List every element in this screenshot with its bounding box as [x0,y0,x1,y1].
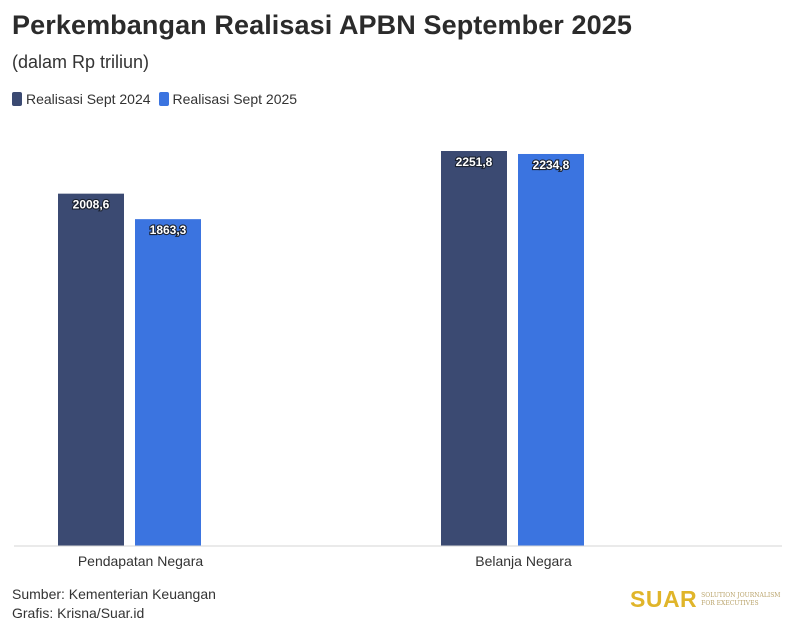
credit-note: Grafis: Krisna/Suar.id [12,605,145,621]
legend-item-2025: Realisasi Sept 2025 [158,91,298,107]
legend-label-2024: Realisasi Sept 2024 [26,91,151,107]
suar-logo: SUAR Solution Journalism for Executives [630,586,781,613]
bar [518,153,584,546]
data-label: 2234,8 [533,158,570,172]
x-tick-label: Belanja Negara [475,553,572,569]
chart-title: Perkembangan Realisasi APBN September 20… [12,10,632,40]
source-note: Sumber: Kementerian Keuangan [12,586,216,602]
legend: Realisasi Sept 2024 Realisasi Sept 2025 [12,91,297,107]
data-label: 2008,6 [73,198,110,212]
legend-swatch-2024 [12,92,22,106]
footer: Sumber: Kementerian Keuangan Grafis: Kri… [12,585,216,623]
legend-item-2024: Realisasi Sept 2024 [12,91,151,107]
legend-label-2025: Realisasi Sept 2025 [172,91,298,107]
bar [135,219,201,547]
legend-swatch-2025 [158,92,169,106]
data-label: 1863,3 [150,223,187,237]
bar [441,151,507,546]
logo-tagline: Solution Journalism for Executives [701,591,781,607]
chart-subtitle: (dalam Rp triliun) [12,52,150,72]
x-tick-label: Pendapatan Negara [78,553,204,569]
bar [58,193,124,546]
data-label: 2251,8 [456,155,493,169]
logo-wordmark: SUAR [630,586,698,612]
